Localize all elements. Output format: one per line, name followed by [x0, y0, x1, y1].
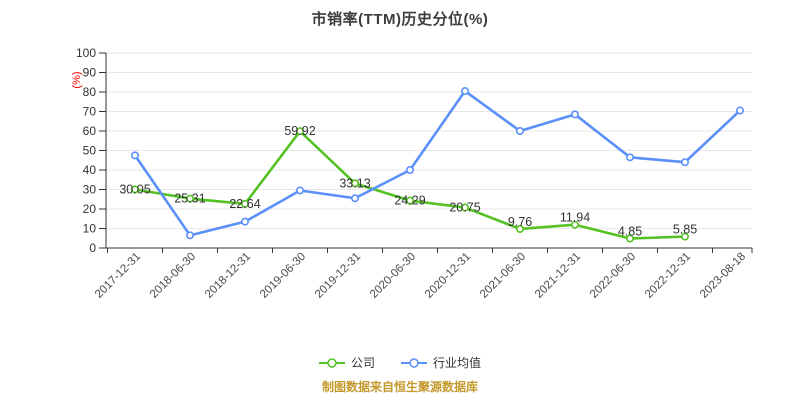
svg-text:70: 70	[83, 105, 97, 119]
svg-text:24.29: 24.29	[394, 194, 425, 208]
svg-text:2020-12-31: 2020-12-31	[423, 251, 473, 301]
svg-text:9.76: 9.76	[508, 215, 532, 229]
legend: 公司 行业均值	[0, 354, 800, 371]
legend-label-industry: 行业均值	[433, 356, 482, 370]
svg-text:22.64: 22.64	[229, 197, 260, 211]
svg-text:2022-06-30: 2022-06-30	[588, 251, 638, 301]
company-line-marker-icon	[318, 357, 345, 368]
svg-text:50: 50	[83, 144, 97, 158]
svg-text:2018-12-31: 2018-12-31	[203, 251, 253, 301]
legend-item-industry[interactable]: 行业均值	[401, 354, 481, 371]
svg-text:5.85: 5.85	[673, 223, 697, 237]
svg-text:30.05: 30.05	[119, 182, 150, 196]
svg-text:100: 100	[76, 46, 96, 60]
svg-text:2019-12-31: 2019-12-31	[313, 251, 363, 301]
svg-text:20.75: 20.75	[449, 201, 480, 215]
svg-text:2017-12-31: 2017-12-31	[93, 251, 143, 301]
svg-text:4.85: 4.85	[618, 225, 642, 239]
svg-text:60: 60	[83, 124, 97, 138]
industry-line-marker-icon	[401, 357, 427, 368]
svg-text:80: 80	[83, 85, 97, 99]
legend-item-company[interactable]: 公司	[318, 354, 375, 371]
svg-text:90: 90	[83, 66, 97, 80]
svg-text:(%): (%)	[71, 71, 83, 88]
svg-text:0: 0	[89, 241, 96, 255]
svg-text:2019-06-30: 2019-06-30	[258, 251, 308, 301]
svg-text:20: 20	[83, 202, 97, 216]
svg-text:2023-08-18: 2023-08-18	[698, 251, 748, 301]
svg-text:11.94: 11.94	[560, 211, 590, 225]
svg-text:30: 30	[83, 183, 97, 197]
svg-text:25.31: 25.31	[174, 192, 205, 206]
svg-text:2018-06-30: 2018-06-30	[148, 251, 198, 301]
svg-text:2020-06-30: 2020-06-30	[368, 251, 418, 301]
chart-title: 市销率(TTM)历史分位(%)	[311, 11, 489, 28]
svg-text:2021-12-31: 2021-12-31	[533, 251, 583, 301]
svg-text:10: 10	[83, 222, 97, 236]
svg-text:2021-06-30: 2021-06-30	[478, 251, 528, 301]
data-source-note: 制图数据来自恒生聚源数据库	[321, 380, 478, 394]
svg-text:2022-12-31: 2022-12-31	[643, 251, 693, 301]
legend-label-company: 公司	[350, 356, 375, 370]
svg-text:33.13: 33.13	[339, 176, 370, 190]
svg-text:40: 40	[83, 163, 97, 177]
svg-text:59.92: 59.92	[284, 124, 315, 138]
